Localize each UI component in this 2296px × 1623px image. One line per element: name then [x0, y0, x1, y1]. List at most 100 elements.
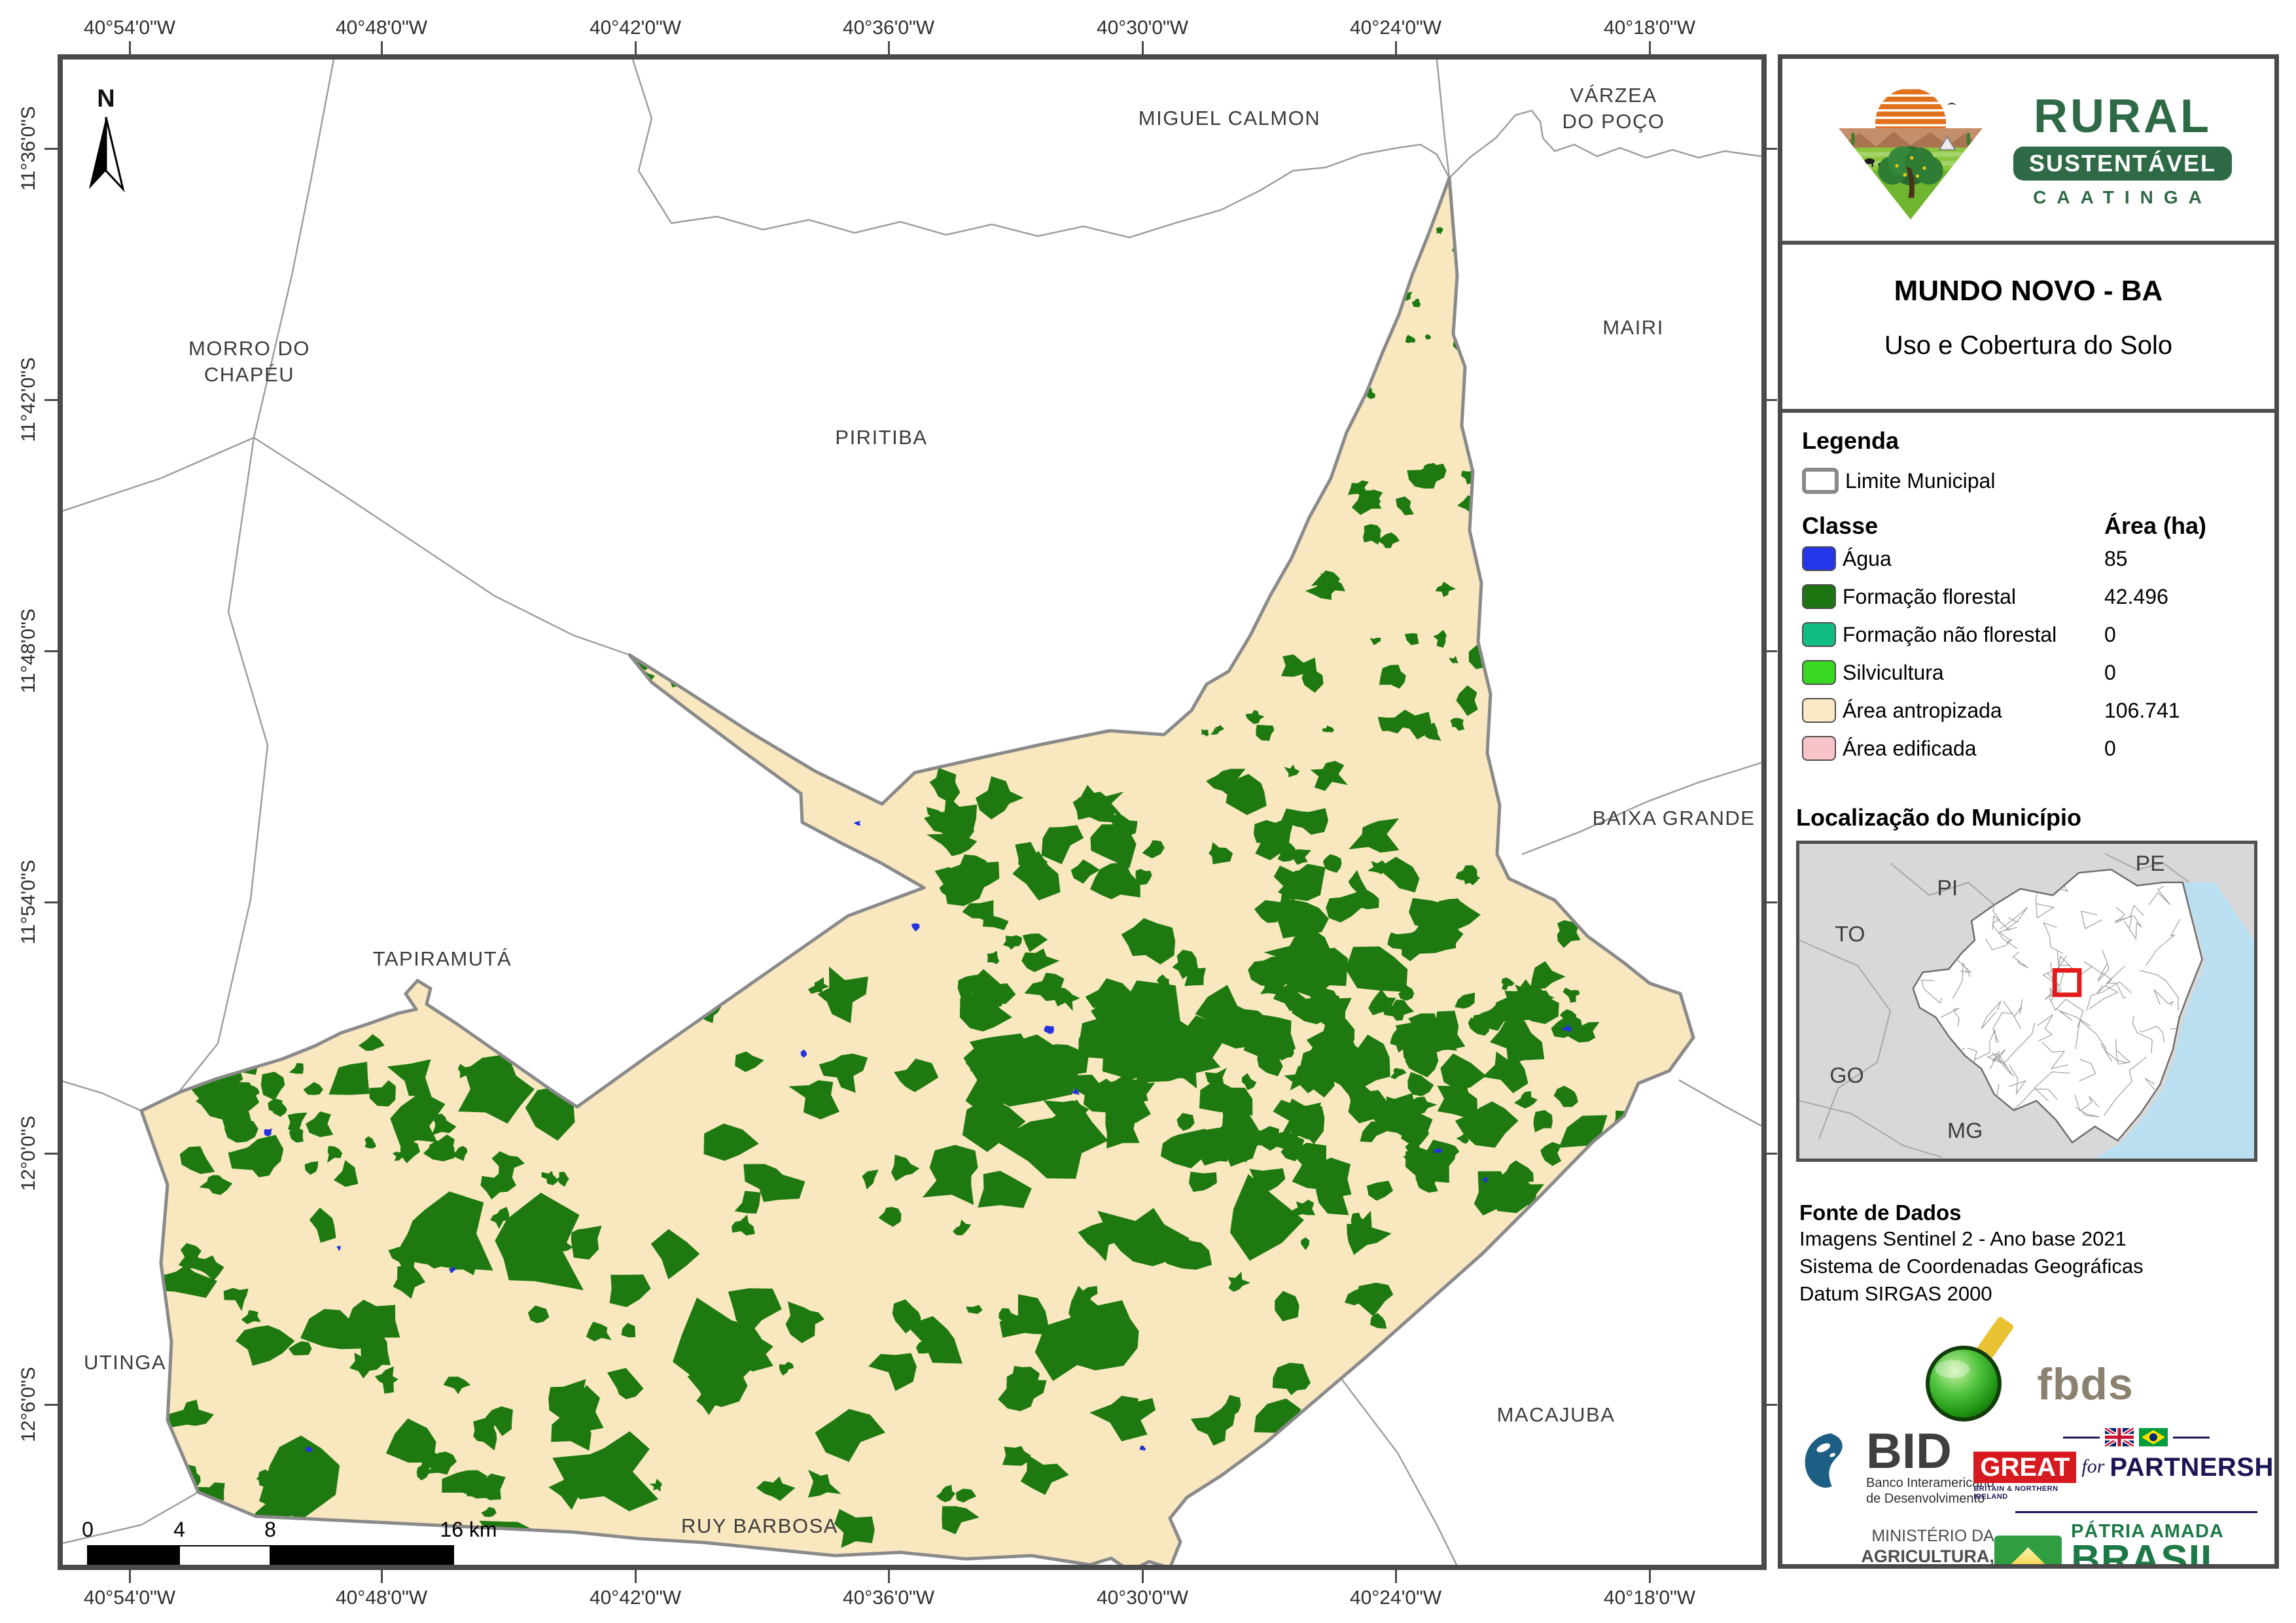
bahia-inset-map: PI PE TO GO MG: [1799, 844, 2254, 1159]
lon-label: 40°18'0"W: [1603, 1587, 1696, 1609]
cactus-icon: [1966, 132, 1970, 146]
neighbor-boundary-line: [167, 437, 269, 1107]
area-header: Área (ha): [2104, 512, 2207, 539]
lat-label: 12°0'0"S: [18, 1115, 39, 1191]
scalebar-label: 16 km: [440, 1518, 497, 1541]
uk-flag-icon: [2105, 1428, 2134, 1446]
state-labels: PI PE TO GO MG: [1829, 852, 2164, 1143]
neighbor-boundary-line: [63, 436, 255, 512]
neighbor-boundary-line: [63, 1491, 199, 1544]
legend-heading: Legenda: [1802, 427, 1899, 454]
north-arrow-icon: N: [89, 85, 125, 193]
gov-line2: BRASIL: [2071, 1537, 2226, 1564]
legend-row: Silvicultura 0: [1802, 654, 2255, 691]
scalebar-label: 0: [82, 1518, 94, 1541]
state-label: PI: [1937, 877, 1958, 901]
title-section: MUNDO NOVO - BA Uso e Cobertura do Solo: [1782, 245, 2274, 409]
bid-name: de Desenvolvimento: [1866, 1492, 1985, 1507]
lon-label: 40°18'0"W: [1603, 17, 1696, 39]
legend-area-value: 0: [2104, 622, 2116, 646]
map-label: BAIXA GRANDE: [1593, 807, 1756, 829]
scalebar-label: 4: [173, 1518, 185, 1541]
page-title: MUNDO NOVO - BA: [1894, 275, 2163, 307]
legend-class-label: Área antropizada: [1843, 698, 2002, 722]
map-label: RUY BARBOSA: [681, 1514, 838, 1537]
source-line: Datum SIRGAS 2000: [1799, 1282, 1992, 1305]
map-label: VÁRZEA DO POÇO: [1563, 84, 1665, 133]
legend-class-label: Água: [1843, 546, 1892, 570]
ministry-logo: MINISTÉRIO DA AGRICULTURA, PECUÁRIA E AB…: [1799, 1526, 1994, 1564]
legend-swatch: [1802, 584, 1836, 609]
bid-logo: BID Banco Interamericano de Desenvolvime…: [1799, 1426, 1994, 1507]
legend-row: Formação não florestal 0: [1802, 616, 2255, 654]
lon-label: 40°42'0"W: [589, 17, 682, 39]
ocean: [2094, 882, 2254, 1159]
neighbor-boundary-line: [1341, 1379, 1458, 1565]
lon-label: 40°30'0"W: [1096, 1587, 1189, 1609]
boundary-label: Limite Municipal: [1845, 468, 1996, 493]
panel-divider: [1782, 409, 2274, 413]
state-label: MG: [1947, 1119, 1983, 1143]
neighbor-boundary-line: [253, 436, 630, 656]
lon-label: 40°48'0"W: [335, 1587, 428, 1609]
great-wordmark: GREAT: [1973, 1452, 2077, 1483]
lat-label: 11°48'0"S: [18, 608, 39, 693]
legend-rows: Água 85 Formação florestal 42.496 Formação n…: [1802, 540, 2255, 767]
map-label: PIRITIBA: [835, 426, 927, 449]
source-line: Imagens Sentinel 2 - Ano base 2021: [1799, 1227, 2127, 1250]
state-label: TO: [1835, 922, 1865, 947]
neighbor-boundary-line: [1436, 60, 1451, 179]
boundary-swatch: [1802, 468, 1839, 494]
lon-label: 40°54'0"W: [83, 1587, 176, 1609]
location-heading: Localização do Município: [1796, 804, 2082, 831]
legend-row: Área edificada 0: [1802, 729, 2255, 767]
legend-section: Legenda Limite Municipal Classe Área (ha…: [1782, 413, 2274, 792]
partner-logos-row: BID Banco Interamericano de Desenvolvime…: [1799, 1426, 2274, 1513]
north-label: N: [97, 85, 115, 113]
legend-row: Área antropizada 106.741: [1802, 691, 2255, 729]
map-label: TAPIRAMUTÁ: [373, 947, 512, 970]
map-label: MAIRI: [1602, 316, 1664, 339]
lat-label: 11°54'0"S: [18, 860, 39, 945]
cactus-icon: [1851, 132, 1855, 146]
bird-icon: [1947, 102, 1956, 105]
legend-class-label: Formação florestal: [1843, 584, 2016, 608]
legend-class-label: Formação não florestal: [1843, 622, 2057, 646]
legend-boundary-row: Limite Municipal: [1802, 468, 2255, 494]
great-subtext: BRITAIN & NORTHERN IRELAND: [1973, 1485, 2058, 1501]
map-label: MACAJUBA: [1497, 1403, 1616, 1426]
brazil-flag-icon: [2139, 1428, 2168, 1446]
neighbor-boundary-line: [631, 60, 1451, 239]
legend-class-label: Área edificada: [1843, 736, 1977, 760]
legend-area-value: 0: [2104, 736, 2116, 760]
great-rule: [2015, 1511, 2257, 1513]
land-cover-map: MIGUEL CALMON VÁRZEA DO POÇO MORRO DO CHAPÉU…: [63, 60, 1761, 1565]
legend-area-value: 85: [2104, 546, 2128, 570]
rural-sustentavel-logo-icon: [1838, 89, 1983, 220]
legend-swatch: [1802, 698, 1836, 723]
lon-label: 40°24'0"W: [1349, 1587, 1442, 1609]
lat-label: 11°42'0"S: [18, 357, 39, 442]
ministry-line: MINISTÉRIO DA: [1871, 1526, 1994, 1545]
lon-label: 40°30'0"W: [1096, 17, 1189, 39]
great-partnership: PARTNERSHIP: [2110, 1453, 2274, 1482]
municipality-marker: [2052, 968, 2082, 998]
legend-area-value: 42.496: [2104, 584, 2168, 608]
scalebar-label: 8: [264, 1518, 276, 1541]
source-section: Fonte de Dados Imagens Sentinel 2 - Ano …: [1782, 1190, 2274, 1564]
panel-divider: [1782, 241, 2274, 245]
page-subtitle: Uso e Cobertura do Solo: [1884, 331, 2173, 360]
brazil-gov-flag-icon: [1994, 1535, 2062, 1564]
brand-sustentavel: SUSTENTÁVEL: [2013, 147, 2233, 181]
lat-label: 12°6'0"S: [18, 1367, 39, 1442]
neighbor-boundary-line: [1678, 1079, 1761, 1127]
lon-label: 40°48'0"W: [335, 17, 428, 39]
legend-row: Formação florestal 42.496: [1802, 578, 2255, 616]
neighbor-boundary-line: [1449, 109, 1761, 179]
brazil-government-logo: PÁTRIA AMADA BRASIL GOVERNO FEDERAL: [1994, 1522, 2257, 1564]
map-frame: MIGUEL CALMON VÁRZEA DO POÇO MORRO DO CHAPÉU…: [58, 54, 1767, 1570]
class-header: Classe: [1802, 512, 1879, 539]
lon-label: 40°42'0"W: [589, 1587, 682, 1609]
tent-icon: [1938, 135, 1956, 150]
